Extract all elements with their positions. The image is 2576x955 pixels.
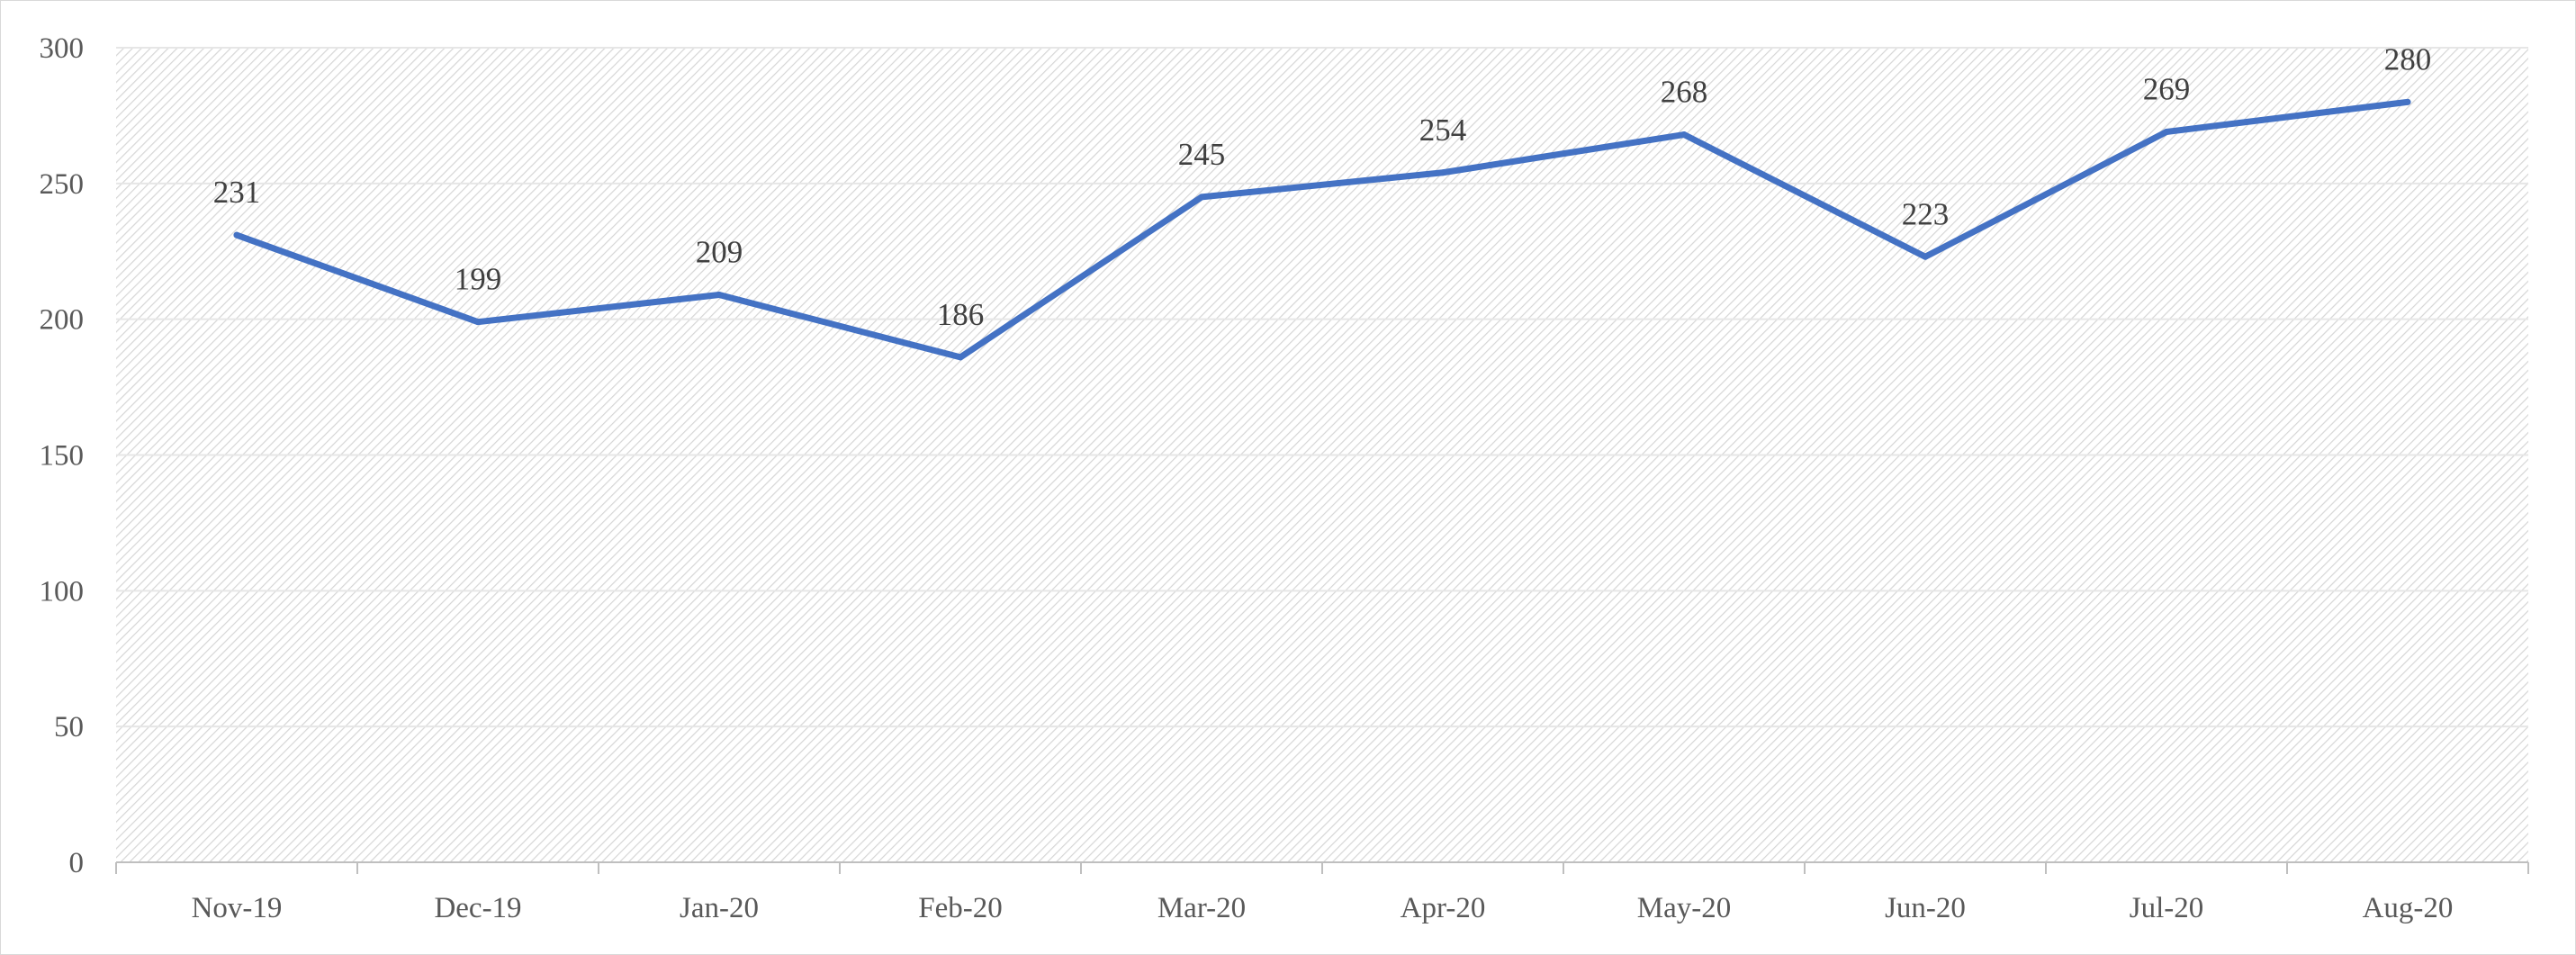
x-tick-label: Apr-20 (1401, 892, 1486, 924)
data-label: 245 (1178, 137, 1226, 172)
y-tick-label: 200 (40, 304, 85, 337)
x-axis: Nov-19 Dec-19 Jan-20 Feb-20 Mar-20 Apr-20 May-… (115, 861, 2529, 924)
data-label: 209 (696, 235, 743, 270)
x-tick-label: Dec-19 (434, 892, 521, 924)
data-point (1680, 131, 1688, 139)
x-tick-label: Jul-20 (2130, 892, 2204, 924)
data-point (474, 319, 482, 326)
y-tick-label: 50 (54, 711, 84, 743)
data-point (2163, 129, 2170, 136)
y-tick-label: 250 (40, 168, 85, 201)
y-tick-label: 100 (40, 575, 85, 608)
x-tick-label: Aug-20 (2363, 892, 2454, 924)
y-tick-label: 150 (40, 440, 85, 473)
series-line (233, 98, 2411, 361)
data-point (1922, 253, 1929, 260)
x-tick-label: Feb-20 (918, 892, 1003, 924)
x-tick-label: Jun-20 (1885, 892, 1966, 924)
data-label: 199 (455, 262, 502, 297)
data-label: 186 (937, 297, 985, 332)
y-tick-label: 300 (40, 32, 85, 65)
x-tick-label: Jan-20 (680, 892, 759, 924)
y-tick-label: 0 (69, 847, 85, 879)
data-label: 268 (1661, 75, 1708, 110)
x-tick-label: May-20 (1637, 892, 1731, 924)
x-tick-label: Mar-20 (1157, 892, 1246, 924)
data-label: 223 (1902, 196, 1950, 231)
data-labels: 231 199 209 186 245 254 268 223 269 280 (213, 41, 2432, 332)
data-point (1198, 194, 1205, 201)
y-axis: 0 50 100 150 200 250 300 (40, 32, 85, 879)
x-tick-label: Nov-19 (192, 892, 283, 924)
data-point (2404, 98, 2411, 105)
data-label: 280 (2384, 41, 2432, 77)
data-label: 231 (213, 175, 261, 210)
data-point (1439, 169, 1446, 176)
data-point (233, 231, 240, 239)
series-layer (233, 98, 2411, 361)
data-point (716, 292, 723, 299)
data-point (957, 354, 964, 361)
data-label: 269 (2143, 72, 2191, 107)
data-label: 254 (1419, 113, 1467, 148)
